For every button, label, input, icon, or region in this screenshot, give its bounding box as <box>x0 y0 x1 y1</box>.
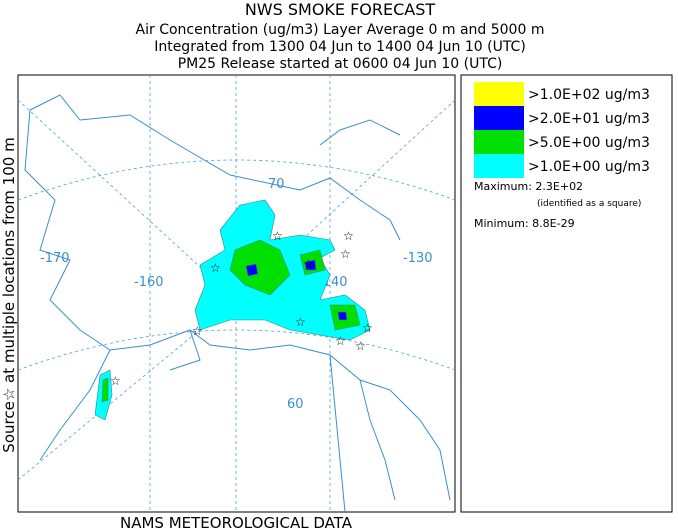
lon-label: -160 <box>134 275 164 290</box>
svg-text:☆: ☆ <box>340 247 351 261</box>
map: 70 60 -170 -160 -140 -130 ☆ ☆☆ ☆☆☆ ☆ ☆☆ ☆☆ <box>17 75 456 513</box>
side-label: Source☆ at multiple locations from 100 m <box>0 137 18 452</box>
legend-swatch <box>474 154 524 178</box>
legend: >1.0E+02 ug/m3 >2.0E+01 ug/m3 >5.0E+00 ug/… <box>474 82 650 178</box>
maximum-note: (identified as a square) <box>537 199 641 209</box>
svg-text:☆: ☆ <box>110 374 121 388</box>
legend-label: >1.0E+02 ug/m3 <box>528 87 650 103</box>
legend-label: >2.0E+01 ug/m3 <box>528 111 650 127</box>
svg-text:☆: ☆ <box>210 261 221 275</box>
minimum: Minimum: 8.8E-29 <box>474 217 575 230</box>
lat-label: 60 <box>287 397 304 412</box>
footer: NAMS METEOROLOGICAL DATA <box>120 514 353 532</box>
legend-swatch <box>474 106 524 130</box>
svg-text:☆: ☆ <box>272 229 283 243</box>
svg-text:☆: ☆ <box>295 315 306 329</box>
title: NWS SMOKE FORECAST <box>245 0 436 19</box>
subtitle: PM25 Release started at 0600 04 Jun 10 (… <box>178 56 503 72</box>
svg-text:☆: ☆ <box>303 257 314 271</box>
legend-swatch <box>474 82 524 106</box>
subtitle: Air Concentration (ug/m3) Layer Average … <box>136 22 545 38</box>
subtitle: Integrated from 1300 04 Jun to 1400 04 J… <box>154 39 526 55</box>
lon-label: -130 <box>403 251 433 266</box>
svg-text:☆: ☆ <box>192 324 203 338</box>
svg-text:☆: ☆ <box>335 334 346 348</box>
svg-text:☆: ☆ <box>355 339 366 353</box>
legend-label: >5.0E+00 ug/m3 <box>528 135 650 151</box>
smoke-plume <box>94 199 371 421</box>
header: NWS SMOKE FORECAST Air Concentration (ug… <box>136 0 545 72</box>
lon-label: -170 <box>40 251 70 266</box>
source-markers: ☆ ☆ ☆ ☆ ☆ ☆ ☆ ☆ ☆ ☆ ☆ <box>110 229 373 388</box>
lat-label: 70 <box>268 177 285 192</box>
legend-swatch <box>474 130 524 154</box>
svg-text:☆: ☆ <box>362 321 373 335</box>
svg-text:☆: ☆ <box>343 229 354 243</box>
maximum: Maximum: 2.3E+02 <box>474 180 583 193</box>
legend-label: >1.0E+00 ug/m3 <box>528 159 650 175</box>
